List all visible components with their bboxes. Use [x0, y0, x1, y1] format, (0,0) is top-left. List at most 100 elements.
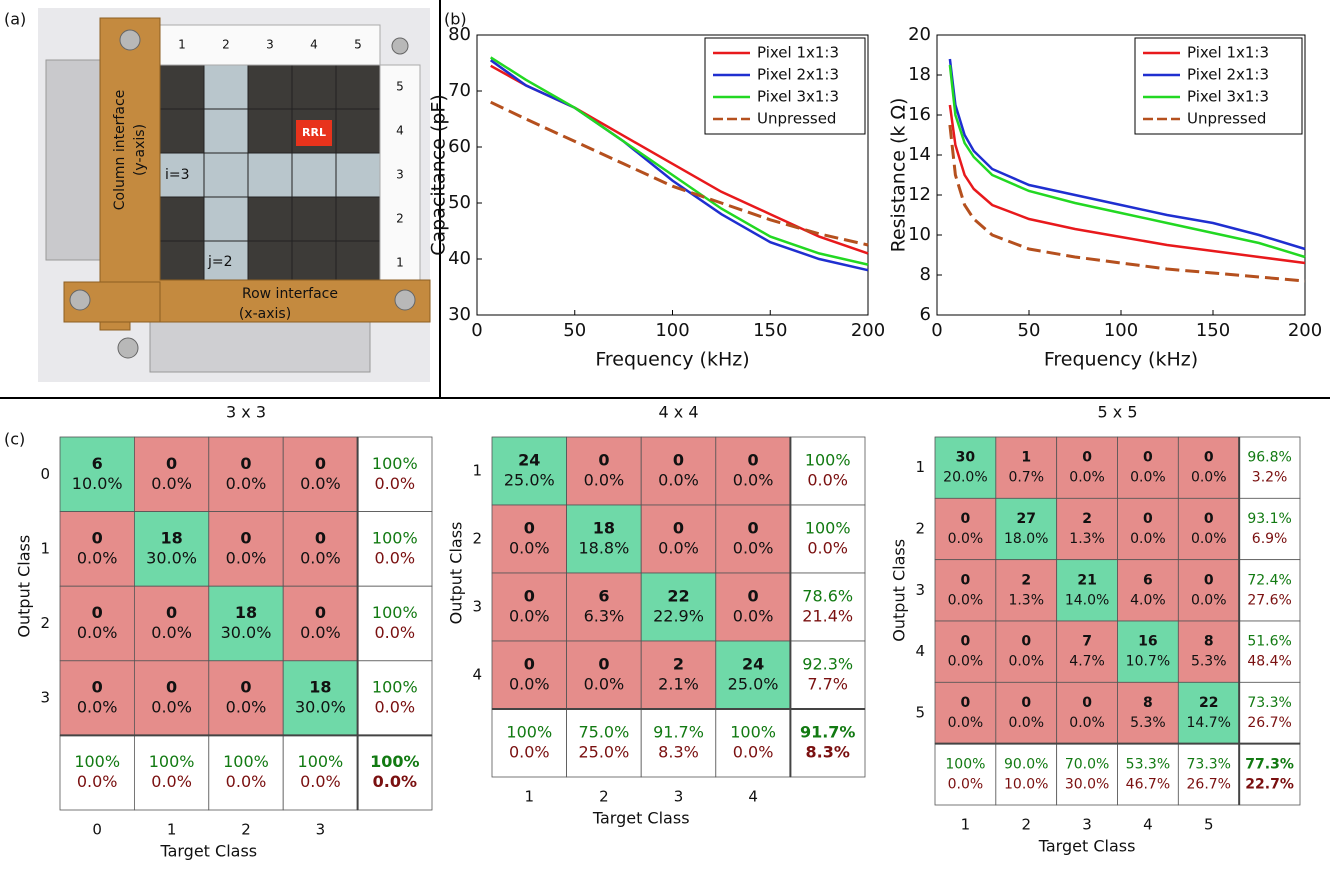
col-marker: j=2 — [207, 254, 233, 270]
cell-percent: 0.0% — [1069, 715, 1105, 731]
summary-correct: 100% — [730, 723, 776, 742]
y-tick-label: 2 — [472, 530, 482, 548]
summary-cell — [1239, 682, 1300, 743]
y-tick-label: 1 — [40, 539, 50, 557]
matrix-cell — [1057, 621, 1118, 682]
column-axis: (y-axis) — [132, 124, 148, 176]
cell-count: 0 — [166, 454, 177, 473]
summary-error: 48.4% — [1247, 654, 1291, 670]
y-tick-label: 1 — [472, 462, 482, 480]
column-number: 4 — [310, 38, 318, 52]
cell-percent: 5.3% — [1191, 654, 1227, 670]
matrix-cell — [1057, 682, 1118, 743]
summary-correct: 100% — [149, 752, 195, 771]
cell-percent: 0.0% — [1069, 470, 1105, 486]
logo-text: RRL — [302, 126, 326, 139]
cell-count: 0 — [240, 528, 251, 547]
x-tick-label: 4 — [748, 788, 758, 806]
cell-percent: 20.0% — [943, 470, 987, 486]
cell-count: 6 — [92, 454, 103, 473]
y-tick-label: 60 — [448, 136, 471, 157]
x-tick-label: 2 — [1021, 816, 1031, 834]
cell-percent: 0.0% — [77, 698, 118, 717]
cell-percent: 0.0% — [509, 539, 550, 558]
cell-count: 0 — [1082, 695, 1092, 711]
summary-cell — [1239, 498, 1300, 559]
x-tick-label: 150 — [753, 320, 787, 341]
cell-count: 8 — [1204, 634, 1214, 650]
cell-count: 0 — [673, 451, 684, 470]
cell-percent: 0.0% — [1008, 715, 1044, 731]
cell-percent: 0.0% — [584, 471, 625, 490]
x-tick-label: 2 — [599, 788, 609, 806]
x-tick-label: 4 — [1143, 816, 1153, 834]
summary-error: 3.2% — [1252, 470, 1288, 486]
y-axis-label: Output Class — [890, 539, 909, 642]
series-line — [950, 125, 1305, 281]
cell-percent: 0.0% — [1130, 470, 1166, 486]
cell-percent: 0.0% — [226, 548, 267, 567]
summary-correct: 92.3% — [802, 655, 853, 674]
legend-label: Pixel 2x1:3 — [1187, 66, 1269, 84]
cell-count: 0 — [1021, 695, 1031, 711]
x-tick-label: 0 — [931, 320, 942, 341]
summary-error: 6.9% — [1252, 531, 1288, 547]
cell-count: 18 — [235, 603, 257, 622]
cell-percent: 14.7% — [1187, 715, 1231, 731]
cell-percent: 0.0% — [733, 539, 774, 558]
matrix-cell — [935, 621, 996, 682]
x-tick-label: 3 — [316, 821, 326, 839]
cell-count: 0 — [748, 519, 759, 538]
y-tick-label: 1 — [915, 458, 925, 476]
cell-count: 0 — [961, 634, 971, 650]
cell-count: 7 — [1082, 634, 1092, 650]
summary-error: 0.0% — [151, 772, 192, 791]
cell-count: 30 — [956, 450, 976, 466]
cell-percent: 0.0% — [77, 623, 118, 642]
cell-count: 0 — [92, 528, 103, 547]
x-tick-label: 100 — [655, 320, 689, 341]
summary-correct: 91.7% — [653, 723, 704, 742]
cell-percent: 0.0% — [1191, 470, 1227, 486]
x-axis-label: Target Class — [592, 809, 690, 828]
summary-correct: 72.4% — [1247, 572, 1291, 588]
cell-percent: 0.0% — [658, 539, 699, 558]
summary-correct: 100% — [370, 752, 419, 771]
summary-correct: 73.3% — [1187, 756, 1231, 772]
summary-error: 10.0% — [1004, 776, 1048, 792]
cell-percent: 0.0% — [1008, 654, 1044, 670]
cell-count: 2 — [673, 655, 684, 674]
x-tick-label: 50 — [563, 320, 586, 341]
cell-count: 16 — [1138, 634, 1157, 650]
x-tick-label: 150 — [1196, 320, 1230, 341]
summary-correct: 100% — [805, 451, 851, 470]
summary-cell — [1178, 744, 1239, 805]
cell-percent: 0.0% — [948, 531, 984, 547]
summary-correct: 100% — [805, 519, 851, 538]
cell-percent: 0.0% — [77, 548, 118, 567]
summary-error: 21.4% — [802, 607, 853, 626]
matrix-cell — [935, 682, 996, 743]
cell-percent: 30.0% — [221, 623, 272, 642]
cell-percent: 0.0% — [226, 698, 267, 717]
summary-error: 46.7% — [1126, 776, 1170, 792]
x-tick-label: 1 — [525, 788, 535, 806]
summary-correct: 100% — [372, 678, 418, 697]
row-number: 3 — [396, 168, 404, 182]
summary-correct: 73.3% — [1247, 695, 1291, 711]
matrix-cell — [1118, 682, 1179, 743]
cell-count: 0 — [240, 454, 251, 473]
cell-count: 1 — [1021, 450, 1031, 466]
cell-count: 0 — [240, 678, 251, 697]
y-tick-label: 8 — [920, 264, 931, 285]
cell-count: 0 — [598, 451, 609, 470]
matrix-cell — [996, 621, 1057, 682]
summary-error: 8.3% — [806, 743, 850, 762]
summary-cell — [996, 744, 1057, 805]
summary-correct: 100% — [372, 454, 418, 473]
legend-label: Pixel 3x1:3 — [757, 88, 839, 106]
summary-correct: 51.6% — [1247, 634, 1291, 650]
cell-percent: 25.0% — [504, 471, 555, 490]
x-axis-label: Target Class — [159, 842, 257, 861]
foil-strip — [150, 322, 370, 372]
